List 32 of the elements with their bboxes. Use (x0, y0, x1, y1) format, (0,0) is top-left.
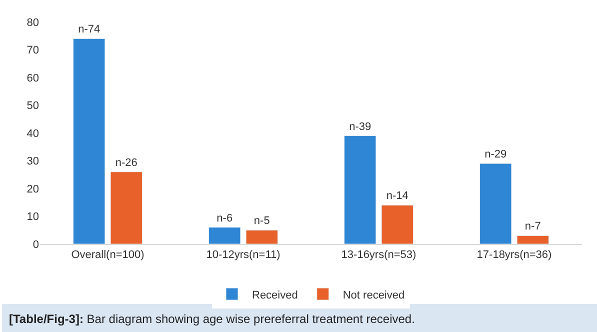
x-tick-label: Overall(n=100) (71, 249, 144, 262)
x-tick-label: 13-16yrs(n=53) (341, 249, 416, 262)
y-tick-label: 50 (26, 100, 39, 112)
data-label: n-26 (115, 156, 138, 169)
bar (381, 204, 414, 244)
bar (516, 235, 549, 244)
y-tick-label: 10 (26, 211, 39, 224)
data-label: n-39 (349, 120, 372, 133)
data-label: n-74 (78, 24, 100, 36)
y-tick-label: 20 (26, 183, 39, 196)
bar (480, 163, 512, 244)
text: [Table/Fig-3]: Bar diagram showing age wise prereferral treatment received. (9, 312, 415, 326)
x-tick-label: 10-12yrs(n=11) (206, 249, 280, 262)
data-label: n-29 (484, 148, 507, 161)
bar (344, 136, 376, 244)
bar (110, 172, 142, 244)
data-label: n-7 (524, 220, 541, 233)
data-label: n-6 (216, 212, 233, 224)
x-tick-label: 17-18yrs(n=36) (476, 249, 552, 262)
y-tick-label: 40 (26, 128, 39, 140)
y-tick-label: 30 (26, 156, 39, 168)
legend-label: Received (252, 289, 298, 302)
bar (246, 230, 278, 244)
y-tick-label: 60 (26, 72, 39, 84)
data-label: n-5 (254, 215, 270, 228)
y-tick-label: 70 (26, 44, 39, 57)
y-tick-label: 0 (32, 238, 39, 251)
y-tick-label: 80 (26, 16, 39, 29)
bar (208, 227, 241, 244)
data-label: n-14 (386, 190, 408, 202)
legend-label: Not received (342, 289, 405, 302)
bar (73, 38, 106, 244)
